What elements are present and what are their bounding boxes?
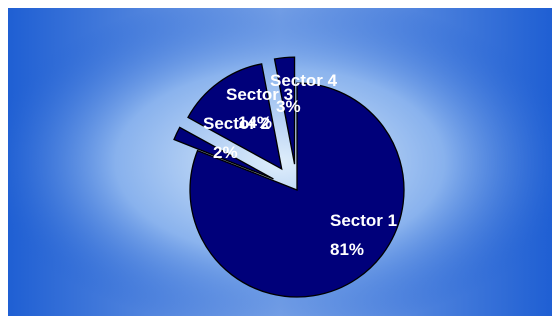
pie-label-name-sector-3: Sector 3 bbox=[226, 85, 293, 104]
pie-label-percent-sector-2: 2% bbox=[213, 143, 238, 162]
pie-slices bbox=[173, 56, 405, 298]
pie-labels: Sector 1 81% Sector 2 2% Sector 3 14% Sector 4… bbox=[203, 71, 397, 259]
pie-label-name-sector-4: Sector 4 bbox=[270, 71, 338, 90]
pie-label-percent-sector-3: 14% bbox=[238, 113, 272, 132]
pie-slice-sector-3 bbox=[187, 63, 283, 171]
pie-chart: Sector 1 81% Sector 2 2% Sector 3 14% Sector 4… bbox=[8, 8, 552, 316]
pie-label-percent-sector-1: 81% bbox=[330, 240, 364, 259]
pie-slice-sector-4 bbox=[273, 56, 296, 165]
chart-frame: Sector 1 81% Sector 2 2% Sector 3 14% Sector 4… bbox=[8, 8, 552, 316]
pie-slice-sector-2 bbox=[173, 126, 274, 180]
pie-slice-sector-1 bbox=[189, 82, 405, 298]
pie-label-name-sector-2: Sector 2 bbox=[203, 114, 270, 133]
pie-label-percent-sector-4: 3% bbox=[276, 97, 301, 116]
pie-label-name-sector-1: Sector 1 bbox=[330, 211, 397, 230]
